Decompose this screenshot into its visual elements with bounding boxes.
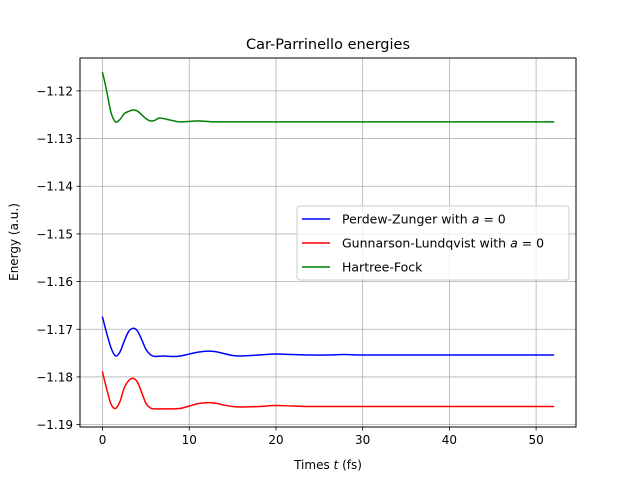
x-tick-label: 40 <box>442 433 457 447</box>
y-tick-label: −1.17 <box>36 323 73 337</box>
y-tick-label: −1.12 <box>36 84 73 98</box>
legend-label-3: Hartree-Fock <box>342 260 423 275</box>
legend: Perdew-Zunger with a = 0 Gunnarson-Lundqv… <box>296 205 570 281</box>
y-axis-label: Energy (a.u.) <box>7 203 21 281</box>
y-tick-label: −1.14 <box>36 180 73 194</box>
x-tick-label: 10 <box>182 433 197 447</box>
x-tick-label: 30 <box>355 433 370 447</box>
legend-frame <box>296 205 570 281</box>
legend-label-2: Gunnarson-Lundqvist with a = 0 <box>342 236 544 251</box>
x-axis-label: Times t (fs) <box>293 458 362 472</box>
series-line-2 <box>101 371 555 410</box>
tick-layer: 0 10 20 30 40 50 −1.19 −1.18 −1.17 −1.16 −1.15 −1.1… <box>36 84 544 447</box>
series-layer <box>101 71 555 410</box>
y-tick-label: −1.15 <box>36 227 73 241</box>
series-line-3 <box>101 71 555 123</box>
series-line-1 <box>101 316 555 358</box>
chart-title: Car-Parrinello energies <box>246 37 410 53</box>
x-tick-label: 20 <box>268 433 283 447</box>
y-tick-label: −1.16 <box>36 275 73 289</box>
legend-label-1: Perdew-Zunger with a = 0 <box>342 212 506 227</box>
y-tick-label: −1.18 <box>36 370 73 384</box>
x-tick-label: 0 <box>99 433 107 447</box>
plot-area-frame <box>79 57 577 428</box>
y-tick-label: −1.13 <box>36 132 73 146</box>
x-tick-label: 50 <box>528 433 543 447</box>
y-tick-label: −1.19 <box>36 418 73 432</box>
